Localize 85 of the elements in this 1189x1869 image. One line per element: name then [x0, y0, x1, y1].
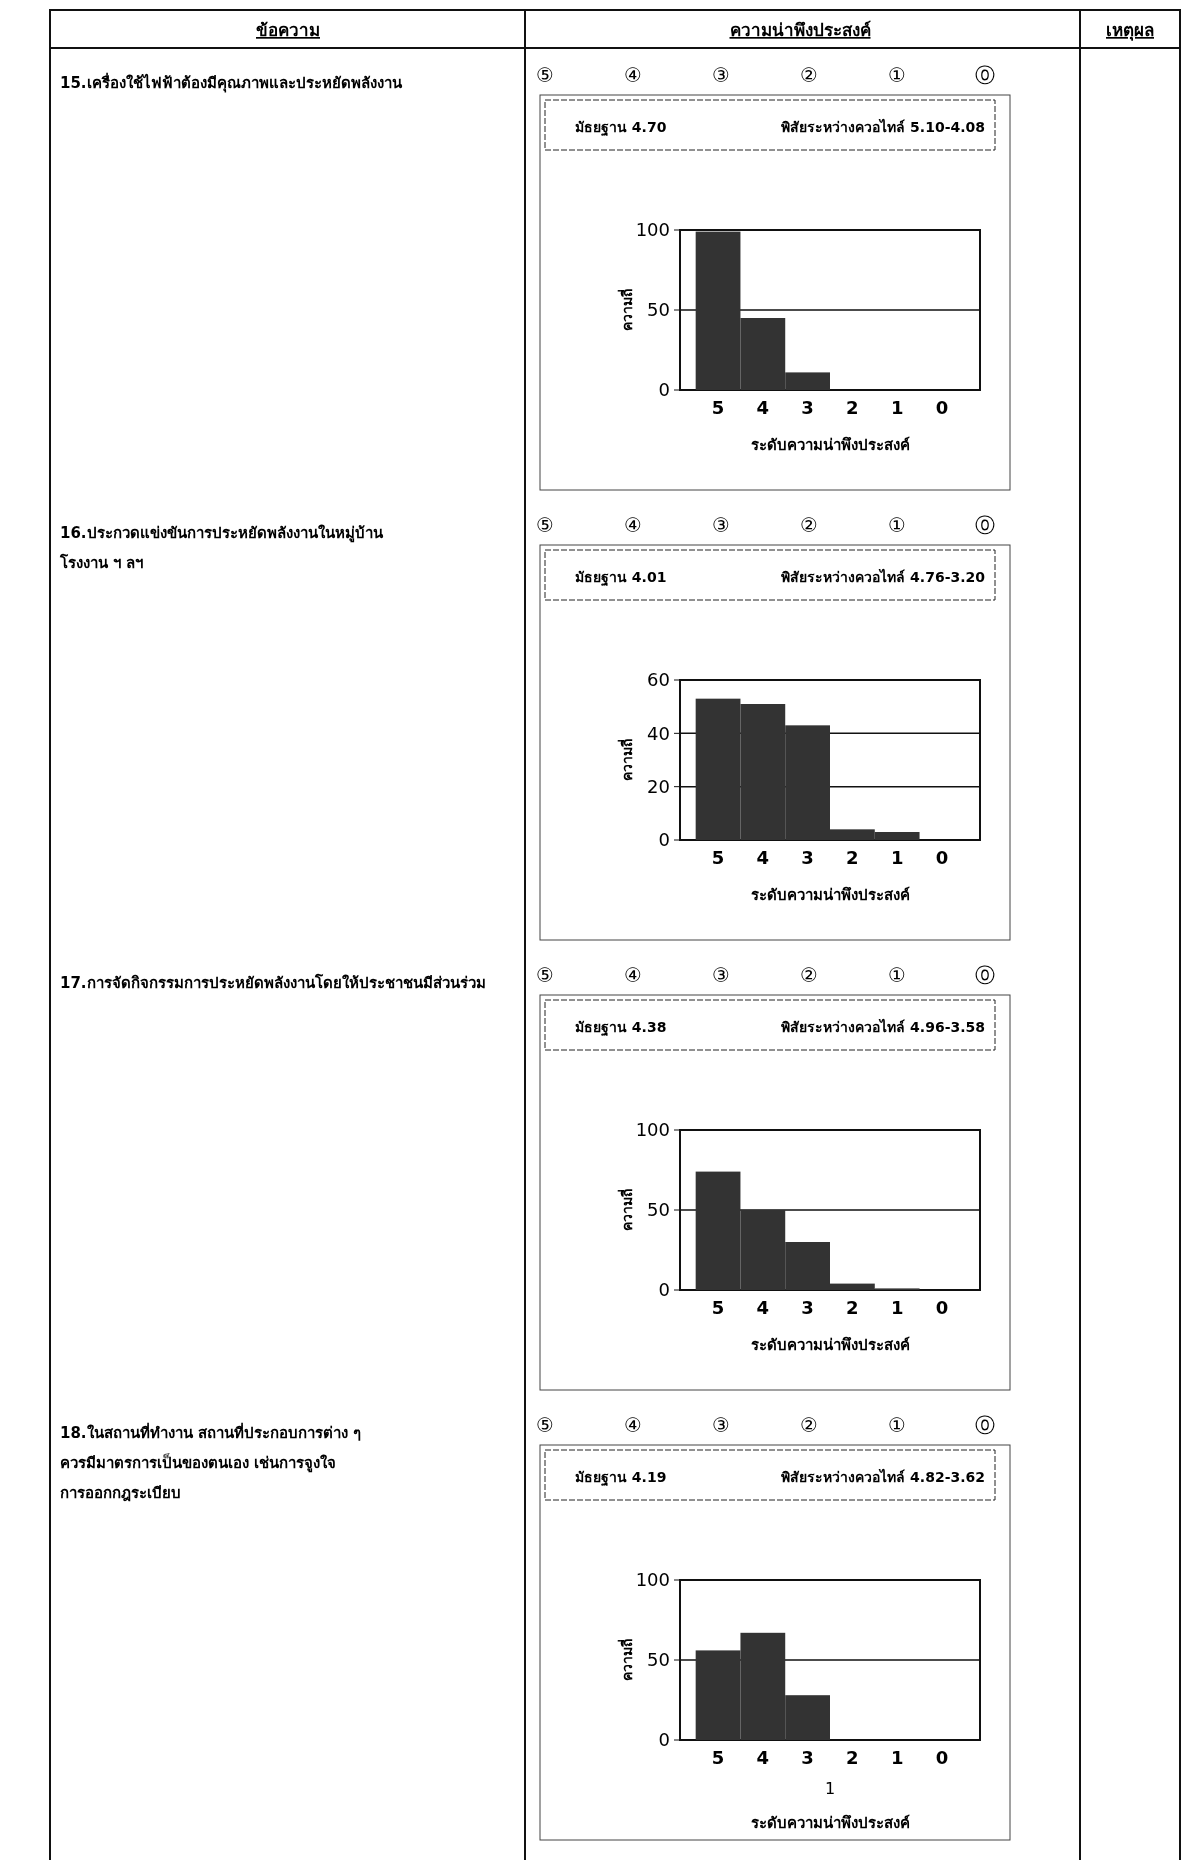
y-tick-label: 100	[635, 219, 670, 241]
y-tick-label: 40	[647, 722, 670, 744]
text: ③	[712, 513, 730, 537]
text: ⑤	[536, 63, 554, 87]
text: ⓪	[975, 63, 995, 87]
text: ④	[624, 513, 642, 537]
text: ④	[624, 63, 642, 87]
text: ③	[712, 963, 730, 987]
text: ข้อความ	[256, 20, 320, 40]
y-axis-title: ความถี่	[617, 289, 635, 331]
text: ①	[888, 513, 906, 537]
x-axis-title: ระดับความน่าพึงประสงค์	[750, 886, 910, 904]
x-tick-label: 2	[846, 1747, 859, 1768]
y-tick-label: 50	[647, 299, 670, 321]
x-tick-label: 5	[711, 397, 725, 418]
text: ⓪	[975, 513, 995, 537]
x-tick-label: 3	[801, 397, 814, 418]
x-tick-label: 4	[756, 1297, 770, 1318]
x-tick-label: 0	[935, 397, 949, 418]
x-tick-label: 0	[935, 847, 949, 868]
text: ②	[800, 513, 818, 537]
y-tick-label: 60	[647, 669, 670, 691]
y-tick-label: 50	[647, 1199, 670, 1221]
x-tick-label: 1	[890, 847, 904, 868]
x-tick-label: 3	[801, 1747, 814, 1768]
x-tick-label: 2	[846, 397, 859, 418]
x-axis-title: ระดับความน่าพึงประสงค์	[750, 436, 910, 454]
y-tick-label: 50	[647, 1649, 670, 1671]
x-tick-label: 5	[711, 1297, 725, 1318]
text: 18.ในสถานที่ทำงาน สถานที่ประกอบการต่าง ๆ ควรมีมาตรการเป็นของตนเอง เช่นการจูงใจ การออกกฎระเบียบ	[60, 1422, 362, 1502]
text: ①	[888, 63, 906, 87]
text: พิสัยระหว่างควอไทล์ 5.10-4.08	[781, 118, 985, 135]
x-tick-label: 5	[711, 847, 725, 868]
y-tick-label: 0	[658, 379, 670, 401]
text: 16.ประกวดแข่งขันการประหยัดพลังงานในหมู่บ้าน โรงงาน ฯ ลฯ	[59, 524, 384, 572]
text: ①	[888, 1413, 906, 1437]
text: ④	[624, 963, 642, 987]
x-axis-title: ระดับความน่าพึงประสงค์	[750, 1336, 910, 1354]
y-tick-label: 0	[658, 829, 670, 851]
y-tick-label: 0	[658, 1729, 670, 1751]
text: ④	[624, 1413, 642, 1437]
x-tick-label: 0	[935, 1297, 949, 1318]
y-tick-label: 0	[658, 1279, 670, 1301]
text: 15.เครื่องใช้ไฟฟ้าต้องมีคุณภาพและประหยัดพลังงาน	[60, 72, 403, 93]
x-tick-label: 0	[935, 1747, 949, 1768]
y-tick-label: 100	[635, 1569, 670, 1591]
text: ความน่าพึงประสงค์	[729, 20, 871, 40]
text: ⓪	[975, 1413, 995, 1437]
y-axis-title: ความถี่	[617, 1189, 635, 1231]
text: 1	[824, 1779, 836, 1798]
x-tick-label: 1	[890, 1747, 904, 1768]
x-tick-label: 2	[846, 1297, 859, 1318]
text: ⓪	[975, 963, 995, 987]
text: ⑤	[536, 1413, 554, 1437]
x-tick-label: 4	[756, 1747, 770, 1768]
x-tick-label: 4	[756, 847, 770, 868]
y-axis-title: ความถี่	[617, 1639, 635, 1681]
text: มัธยฐาน 4.19	[575, 1469, 667, 1487]
text: พิสัยระหว่างควอไทล์ 4.82-3.62	[781, 1468, 985, 1485]
text: พิสัยระหว่างควอไทล์ 4.76-3.20	[781, 568, 986, 585]
text: ①	[888, 963, 906, 987]
text: ⑤	[536, 513, 554, 537]
text: เหตุผล	[1106, 20, 1154, 41]
x-tick-label: 1	[890, 397, 904, 418]
x-tick-label: 1	[890, 1297, 904, 1318]
x-tick-label: 5	[711, 1747, 725, 1768]
x-axis-title: ระดับความน่าพึงประสงค์	[750, 1814, 910, 1832]
y-tick-label: 100	[635, 1119, 670, 1141]
text: ⑤	[536, 963, 554, 987]
x-tick-label: 3	[801, 847, 814, 868]
y-tick-label: 20	[647, 775, 670, 797]
x-tick-label: 4	[756, 397, 770, 418]
text: 17.การจัดกิจกรรมการประหยัดพลังงานโดยให้ประชาชนมีส่วนร่วม	[60, 973, 486, 992]
text: มัธยฐาน 4.70	[575, 119, 667, 137]
x-tick-label: 3	[801, 1297, 814, 1318]
text: ②	[800, 63, 818, 87]
text: มัธยฐาน 4.01	[575, 569, 667, 587]
text: ②	[800, 963, 818, 987]
text: พิสัยระหว่างควอไทล์ 4.96-3.58	[781, 1018, 985, 1035]
y-axis-title: ความถี่	[617, 739, 635, 781]
text: มัธยฐาน 4.38	[575, 1019, 667, 1037]
text: ②	[800, 1413, 818, 1437]
text: ③	[712, 63, 730, 87]
x-tick-label: 2	[846, 847, 859, 868]
text: ③	[712, 1413, 730, 1437]
